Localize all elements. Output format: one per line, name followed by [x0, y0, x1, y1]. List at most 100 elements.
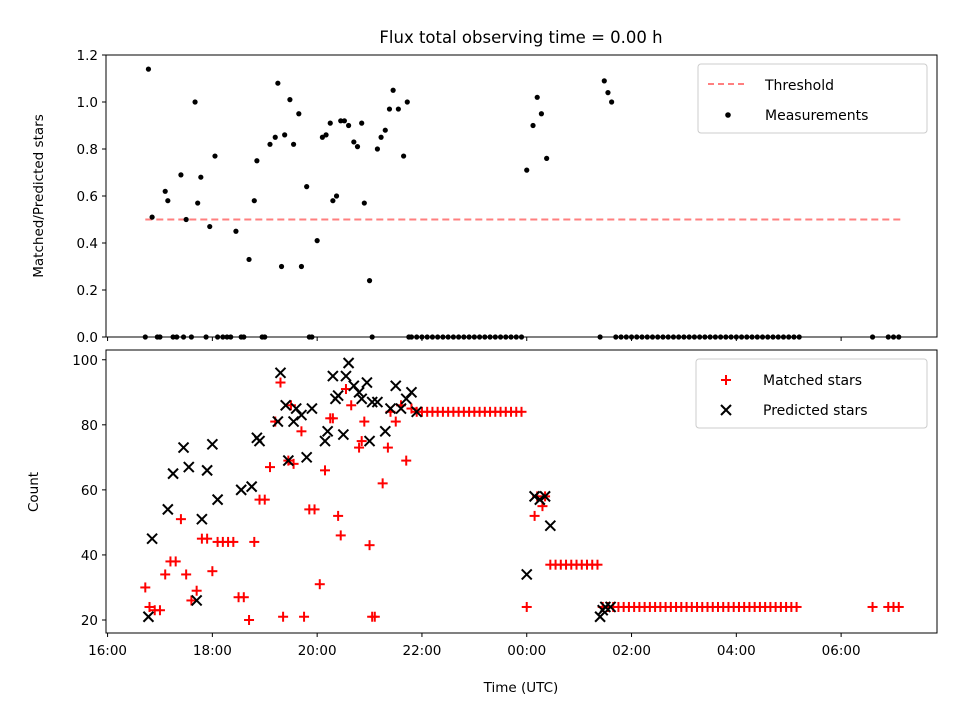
top-y-tick-label: 0.6 — [77, 189, 98, 205]
measurement-point — [162, 188, 168, 194]
chart-title: Flux total observing time = 0.00 h — [379, 28, 662, 47]
predicted-star-point — [363, 435, 376, 447]
measurement-point — [272, 134, 278, 140]
bottom-y-tick-label: 100 — [72, 353, 98, 369]
measurement-point — [386, 106, 393, 112]
predicted-star-point — [355, 393, 368, 405]
measurement-point — [338, 118, 344, 124]
matched-star-point — [154, 605, 165, 616]
legend-matched-swatch — [721, 375, 731, 385]
predicted-star-point — [332, 389, 344, 402]
predicted-star-point — [411, 406, 423, 418]
predicted-star-point — [539, 490, 551, 503]
measurement-point — [327, 120, 333, 126]
matched-star-point — [516, 406, 527, 417]
x-tick-label: 02:00 — [612, 643, 651, 659]
matched-star-point — [264, 462, 275, 473]
predicted-star-point — [196, 513, 208, 525]
matched-star-point — [140, 582, 151, 593]
matched-star-point — [228, 536, 239, 547]
legend-threshold-label: Threshold — [764, 78, 834, 94]
predicted-star-point — [206, 438, 219, 451]
measurement-point — [207, 223, 213, 230]
x-tick-label: 00:00 — [507, 643, 546, 659]
x-tick-label: 16:00 — [88, 643, 127, 659]
matched-star-point — [401, 455, 412, 466]
top-y-tick-label: 1.2 — [77, 48, 98, 64]
legend-predicted-swatch — [720, 404, 732, 416]
measurement-point — [361, 200, 367, 206]
measurement-point — [267, 141, 273, 147]
bottom-y-tick-label: 40 — [81, 548, 98, 564]
legend-predicted-label: Predicted stars — [763, 403, 868, 419]
predicted-star-point — [353, 386, 365, 398]
predicted-star-point — [544, 519, 557, 532]
bottom-plot-area — [140, 357, 904, 625]
matched-star-point — [791, 601, 802, 612]
matched-star-point — [333, 510, 344, 521]
legend-measurements-swatch — [725, 112, 731, 118]
x-axis-label: Time (UTC) — [483, 680, 559, 696]
measurement-point — [278, 263, 285, 270]
top-panel: Matched/Predicted stars 0.0 0.2 0.4 0.6 0.8 1… — [31, 48, 938, 346]
measurement-point — [290, 141, 297, 147]
predicted-star-point — [274, 367, 287, 379]
predicted-star-point — [390, 380, 402, 392]
measurement-point — [544, 155, 550, 161]
measurement-point — [374, 146, 381, 152]
matched-star-point — [309, 504, 320, 515]
measurement-point — [254, 158, 260, 164]
bottom-x-ticks: 16:00 18:00 20:00 22:00 00:00 02:00 04:00 06:00 — [88, 633, 861, 659]
predicted-star-point — [167, 467, 179, 480]
matched-star-point — [893, 601, 904, 612]
measurement-point — [354, 144, 361, 150]
predicted-star-point — [340, 370, 352, 382]
matched-star-point — [299, 611, 310, 622]
bottom-axes-frame — [105, 349, 938, 634]
predicted-star-point — [280, 399, 292, 412]
predicted-star-point — [604, 601, 617, 613]
measurement-point — [390, 87, 396, 93]
matched-star-point — [867, 601, 878, 612]
measurement-point — [287, 97, 293, 103]
measurement-point — [282, 132, 288, 138]
bottom-legend: Matched stars Predicted stars — [695, 358, 928, 429]
predicted-star-point — [342, 357, 355, 369]
matched-star-point — [202, 533, 213, 544]
measurement-point — [605, 90, 611, 96]
x-tick-label: 22:00 — [402, 643, 441, 659]
measurement-point — [275, 80, 281, 86]
matched-star-point — [521, 601, 532, 612]
top-y-axis-label: Matched/Predicted stars — [31, 114, 47, 277]
x-tick-label: 20:00 — [298, 643, 337, 659]
matched-star-point — [275, 377, 286, 388]
predicted-star-point — [321, 425, 334, 438]
measurement-point — [351, 139, 357, 145]
bottom-panel: Count Time (UTC) 20 40 60 80 100 16:00 18:00 2… — [26, 349, 938, 696]
matched-star-point — [320, 465, 331, 476]
measurement-point — [395, 106, 401, 112]
bottom-y-tick-label: 20 — [81, 613, 98, 629]
bottom-y-tick-label: 60 — [81, 483, 98, 499]
measurement-point — [366, 278, 373, 284]
predicted-star-point — [395, 402, 407, 415]
predicted-star-point — [245, 480, 258, 493]
measurement-point — [246, 256, 252, 263]
matched-star-point — [191, 585, 202, 596]
matched-star-point — [170, 556, 181, 567]
measurement-point — [314, 238, 320, 244]
measurement-point — [296, 111, 302, 117]
measurement-point — [330, 198, 336, 204]
bottom-y-ticks: 20 40 60 80 100 — [72, 353, 106, 629]
measurement-point — [145, 66, 152, 72]
matched-star-point — [175, 514, 186, 525]
measurement-point — [401, 153, 407, 159]
matched-star-point — [335, 530, 346, 541]
matched-star-point — [207, 566, 218, 577]
predicted-star-point — [319, 435, 331, 447]
matched-star-point — [278, 611, 289, 622]
measurement-point — [341, 118, 348, 124]
matched-star-point — [314, 579, 325, 590]
matched-star-point — [296, 426, 307, 437]
measurement-point — [165, 198, 171, 204]
